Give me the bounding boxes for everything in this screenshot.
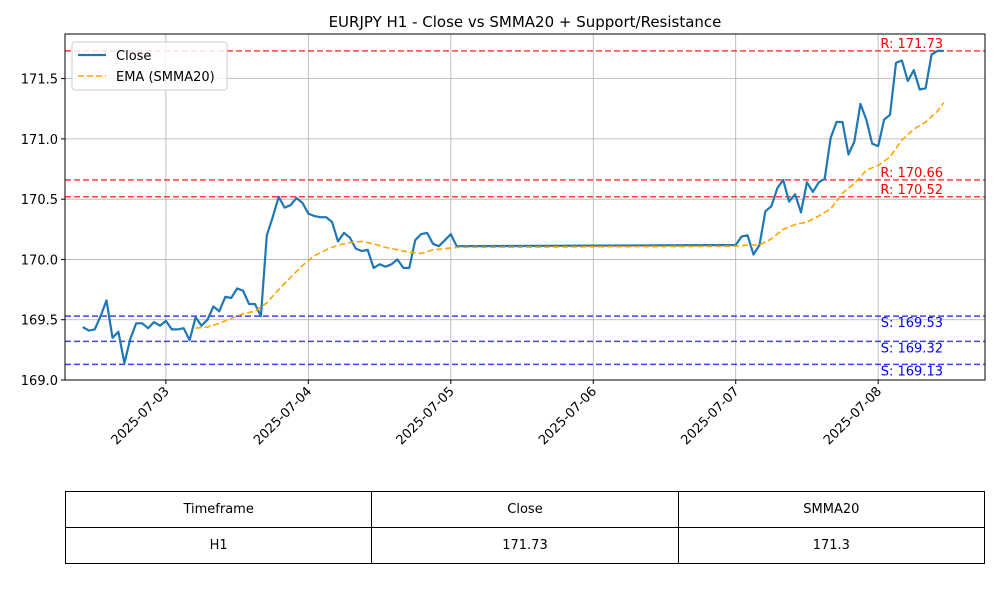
legend: Close EMA (SMMA20) — [71, 41, 228, 91]
x-tick-label: 2025-07-03 — [109, 384, 173, 448]
close-series-line — [82, 49, 944, 365]
y-axis: 169.0 169.5 170.0 170.5 171.0 171.5 — [21, 73, 65, 389]
x-tick-label: 2025-07-07 — [679, 384, 743, 448]
smma20-series-line — [195, 102, 945, 329]
legend-box — [71, 41, 228, 91]
resistance-label: R: 170.52 — [880, 183, 943, 198]
y-tick-label: 170.5 — [21, 193, 58, 208]
x-tick-label: 2025-07-08 — [821, 384, 885, 448]
chart-title: EURJPY H1 - Close vs SMMA20 + Support/Re… — [329, 13, 722, 31]
x-tick-label: 2025-07-06 — [536, 384, 600, 448]
x-tick-label: 2025-07-05 — [394, 384, 458, 448]
y-tick-label: 170.0 — [21, 253, 58, 268]
x-tick-label: 2025-07-04 — [251, 384, 315, 448]
y-tick-label: 171.0 — [21, 133, 58, 148]
legend-close-label: Close — [116, 49, 151, 64]
table-header-cell: SMMA20 — [677, 491, 986, 528]
resistance-label: R: 171.73 — [880, 37, 943, 52]
support-label: S: 169.32 — [881, 341, 943, 356]
summary-table: Timeframe Close SMMA20 H1 171.73 171.3 — [64, 491, 986, 564]
table-cell-close: 171.73 — [371, 527, 679, 564]
x-axis: 2025-07-03 2025-07-04 2025-07-05 2025-07-06… — [109, 380, 885, 448]
legend-smma-label: EMA (SMMA20) — [116, 70, 215, 85]
table-header-cell: Timeframe — [64, 491, 373, 528]
resistance-label: R: 170.66 — [880, 166, 943, 181]
support-resistance-levels: R: 171.73 R: 170.66 R: 170.52 S: 169.53 S: 1… — [65, 37, 985, 379]
y-tick-label: 169.0 — [21, 374, 58, 389]
y-tick-label: 169.5 — [21, 314, 58, 329]
series-lines — [82, 49, 945, 365]
plot-frame — [64, 33, 986, 381]
support-label: S: 169.53 — [881, 316, 943, 331]
table-cell-timeframe: H1 — [64, 527, 373, 564]
table-header-row: Timeframe Close SMMA20 — [64, 491, 986, 528]
table-row: H1 171.73 171.3 — [64, 527, 986, 564]
chart: EURJPY H1 - Close vs SMMA20 + Support/Re… — [21, 13, 986, 448]
table-cell-smma20: 171.3 — [677, 527, 986, 564]
table-header-cell: Close — [371, 491, 679, 528]
y-tick-label: 171.5 — [21, 73, 58, 88]
support-label: S: 169.13 — [881, 364, 943, 379]
